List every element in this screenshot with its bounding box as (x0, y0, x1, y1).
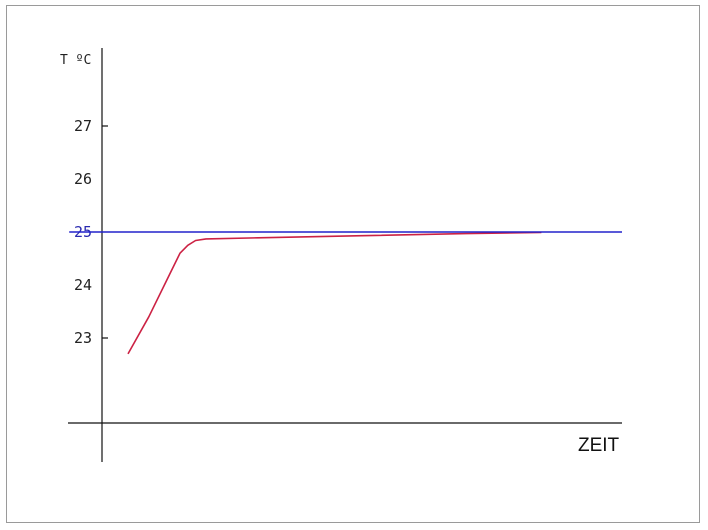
axes (68, 48, 622, 462)
y-tick-label-27: 27 (74, 117, 92, 135)
temperature-curve (127, 231, 542, 355)
series-group (69, 231, 622, 355)
chart-frame (6, 5, 700, 523)
y-axis-title: T ºC (60, 53, 91, 68)
y-tick-label-24: 24 (74, 276, 92, 294)
y-tick-label-23: 23 (74, 329, 92, 347)
x-axis-title: ZEIT (578, 435, 620, 456)
y-tick-label-26: 26 (74, 170, 92, 188)
